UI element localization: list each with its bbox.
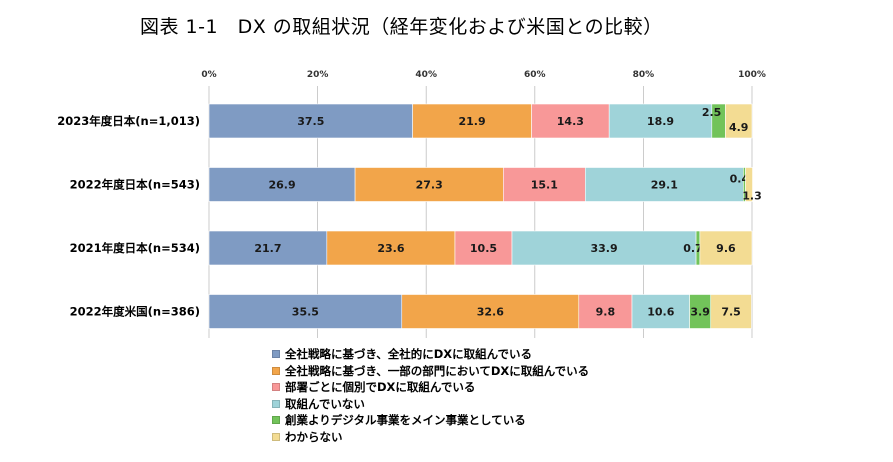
data-label: 9.8 — [596, 306, 616, 319]
legend-item: 全社戦略に基づき、全社的にDXに取組んでいる — [272, 346, 589, 363]
bar-segment — [208, 167, 356, 202]
x-tick-label: 0% — [201, 70, 216, 80]
data-label: 35.5 — [292, 306, 319, 319]
data-label: 3.9 — [690, 306, 710, 319]
bar-segment — [208, 294, 403, 329]
bar-segment — [699, 230, 753, 266]
legend-label: 全社戦略に基づき、一部の部門においてDXに取組んでいる — [285, 363, 590, 378]
data-label: 4.9 — [729, 121, 749, 134]
data-label: 18.9 — [647, 115, 674, 128]
legend-label: 全社戦略に基づき、全社的にDXに取組んでいる — [285, 347, 533, 362]
data-label: 0.4 — [730, 173, 750, 186]
legend-label: 部署ごとに個別でDXに取組んでいる — [285, 380, 476, 395]
legend-item: 取組んでいない — [272, 396, 589, 413]
bar-segment — [208, 230, 328, 266]
legend-item: わからない — [272, 429, 589, 446]
legend-label: 創業よりデジタル事業をメイン事業としている — [285, 413, 526, 428]
category-label: 2021年度日本(n=534) — [70, 241, 200, 255]
chart-legend: 全社戦略に基づき、全社的にDXに取組んでいる 全社戦略に基づき、一部の部門において… — [272, 346, 589, 445]
data-label: 0.7 — [683, 242, 703, 255]
bar-segment — [631, 294, 690, 329]
category-label: 2022年度日本(n=543) — [70, 178, 200, 192]
legend-swatch — [272, 383, 280, 392]
bar-segment — [503, 167, 586, 202]
bar-segment — [745, 167, 753, 202]
category-label: 2023年度日本(n=1,013) — [57, 114, 200, 128]
bar-segment — [412, 103, 532, 139]
legend-item: 創業よりデジタル事業をメイン事業としている — [272, 412, 589, 429]
data-label: 21.9 — [459, 115, 486, 128]
x-tick-label: 40% — [415, 70, 437, 80]
stacked-bar-chart: 0% 20% 40% 60% 80% 100% 2023年度日本(n=1,013) 37.5 2… — [57, 70, 766, 338]
data-label: 10.5 — [470, 242, 497, 255]
bar-segment — [454, 230, 513, 266]
data-label: 32.6 — [477, 306, 504, 319]
x-tick-label: 60% — [524, 70, 546, 80]
data-label: 2.5 — [702, 106, 722, 119]
bar-segment — [354, 167, 504, 202]
data-label: 14.3 — [557, 115, 584, 128]
legend-item: 全社戦略に基づき、一部の部門においてDXに取組んでいる — [272, 363, 589, 380]
x-tick-label: 80% — [633, 70, 655, 80]
bar-segment — [710, 294, 752, 329]
bar-segment — [584, 167, 744, 202]
data-label: 33.9 — [590, 242, 617, 255]
data-label: 15.1 — [531, 179, 558, 192]
data-label: 21.7 — [254, 242, 281, 255]
data-label: 7.5 — [721, 306, 741, 319]
x-tick-label: 100% — [738, 70, 766, 80]
bar-segment — [531, 103, 610, 139]
data-label: 37.5 — [297, 115, 324, 128]
bar-segment — [511, 230, 697, 266]
legend-swatch — [272, 399, 280, 408]
data-label: 10.6 — [647, 306, 674, 319]
data-label: 27.3 — [416, 179, 443, 192]
bar-segment — [608, 103, 713, 139]
legend-swatch — [272, 432, 280, 441]
bar-segment — [725, 103, 753, 139]
data-label: 9.6 — [716, 242, 736, 255]
legend-item: 部署ごとに個別でDXに取組んでいる — [272, 379, 589, 396]
legend-label: 取組んでいない — [285, 396, 365, 411]
category-label: 2022年度米国(n=386) — [70, 305, 200, 319]
data-label: 26.9 — [268, 179, 295, 192]
x-tick-label: 20% — [307, 70, 329, 80]
legend-swatch — [272, 416, 280, 425]
legend-label: わからない — [285, 429, 343, 444]
data-label: 23.6 — [377, 242, 404, 255]
legend-swatch — [272, 366, 280, 375]
data-label: 29.1 — [651, 179, 678, 192]
data-label: 1.3 — [742, 190, 762, 203]
chart-title: 図表 1-1 DX の取組状況（経年変化および米国との比較） — [140, 16, 663, 38]
legend-swatch — [272, 350, 280, 359]
bar-segment — [326, 230, 456, 266]
